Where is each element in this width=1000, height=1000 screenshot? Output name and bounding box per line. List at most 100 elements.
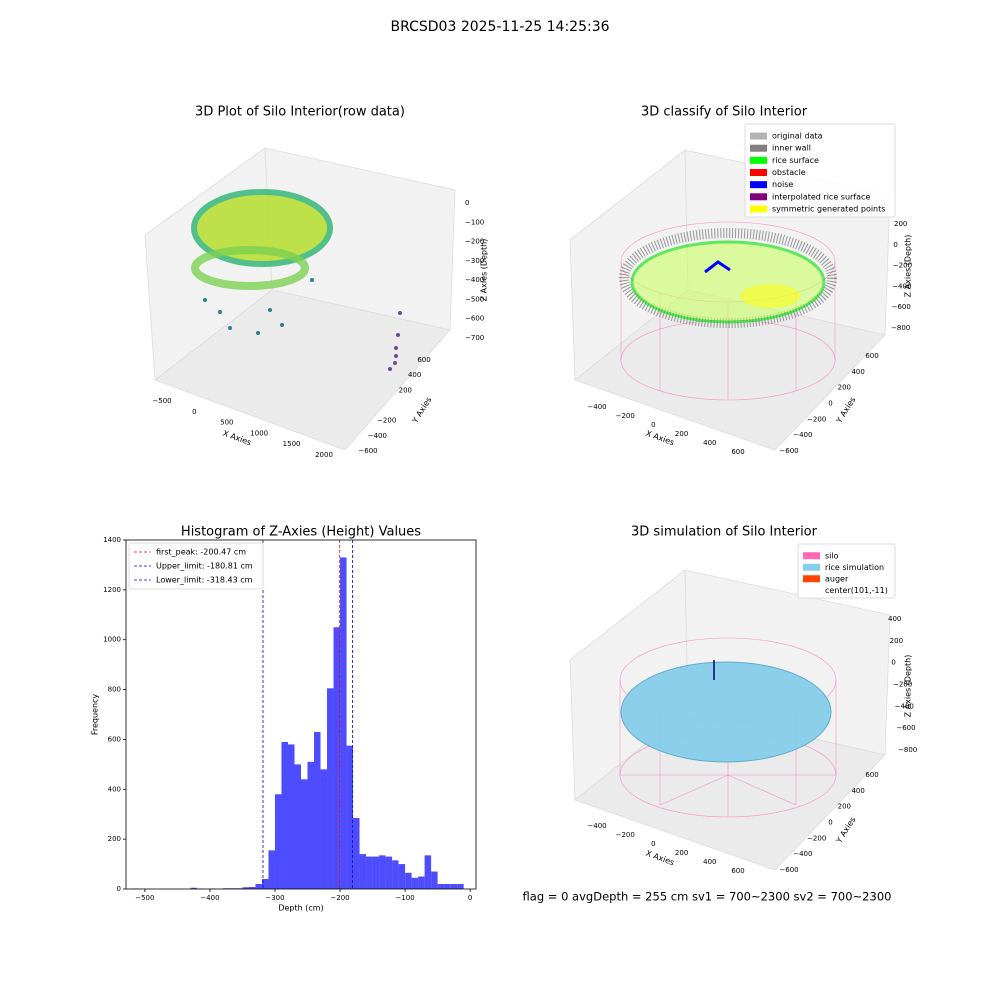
y-tick-label: 200 bbox=[838, 803, 851, 811]
z-tick-label: 200 bbox=[890, 637, 903, 645]
z-tick-label: −800 bbox=[898, 746, 917, 754]
histogram-bar bbox=[437, 884, 445, 889]
histogram-bar bbox=[372, 856, 380, 889]
legend-label: Upper_limit: -180.81 cm bbox=[156, 562, 253, 571]
x-tick-label: 0 bbox=[192, 408, 196, 416]
legend-swatch bbox=[750, 132, 767, 140]
z-tick-label: 0 bbox=[893, 241, 897, 249]
y-tick-label: 600 bbox=[865, 352, 878, 360]
x-tick-label: 400 bbox=[703, 858, 716, 866]
y-tick-label: 200 bbox=[108, 835, 121, 843]
legend-swatch bbox=[750, 205, 767, 213]
x-axis-label: Depth (cm) bbox=[278, 904, 323, 913]
histogram-bar bbox=[431, 871, 438, 889]
plot-frame bbox=[125, 539, 477, 890]
histogram-bar bbox=[268, 850, 275, 889]
y-tick-label: 200 bbox=[399, 386, 412, 394]
x-tick-label: −400 bbox=[587, 403, 606, 411]
y-tick-label: 400 bbox=[108, 785, 121, 793]
pane bbox=[154, 289, 451, 451]
generated-points bbox=[740, 284, 800, 308]
z-axis-label: Z Axies (Depth) bbox=[904, 655, 913, 718]
x-tick-label: −500 bbox=[152, 397, 171, 405]
y-tick-label: 0 bbox=[828, 400, 832, 408]
histogram-bar bbox=[405, 872, 412, 889]
legend-label: Lower_limit: -318.43 cm bbox=[156, 576, 253, 585]
x-tick-label: 1000 bbox=[250, 429, 268, 437]
legend-swatch bbox=[750, 169, 767, 176]
legend-label: interpolated rice surface bbox=[772, 192, 870, 201]
legend-label: auger bbox=[825, 574, 849, 583]
legend-label: silo bbox=[825, 551, 839, 560]
z-tick-label: −400 bbox=[892, 282, 911, 290]
z-tick-label: −200 bbox=[465, 238, 484, 246]
z-tick-label: −700 bbox=[465, 334, 484, 342]
x-tick-label: 200 bbox=[675, 849, 688, 857]
z-tick-label: 200 bbox=[894, 220, 907, 228]
y-tick-label: 0 bbox=[117, 885, 121, 893]
y-tick-label: 1000 bbox=[103, 636, 121, 644]
scatter-points bbox=[203, 278, 314, 335]
x-tick-label: −200 bbox=[330, 894, 349, 902]
y-tick-label: 800 bbox=[108, 686, 121, 694]
histogram-bar bbox=[248, 887, 256, 889]
z-tick-label: −100 bbox=[465, 218, 484, 226]
panel-title: 3D classify of Silo Interior bbox=[641, 105, 808, 120]
histogram-bar bbox=[457, 884, 464, 889]
x-tick-label: 400 bbox=[703, 439, 716, 447]
panel-title: 3D simulation of Silo Interior bbox=[631, 525, 818, 540]
legend-box bbox=[128, 542, 264, 590]
x-tick-label: 500 bbox=[220, 419, 233, 427]
legend-swatch bbox=[803, 575, 820, 583]
z-axis-label: Z Axies (Depth) bbox=[480, 239, 489, 302]
y-tick-label: −400 bbox=[793, 431, 812, 439]
figure-title: BRCSD03 2025-11-25 14:25:36 bbox=[390, 19, 609, 35]
rice-surface bbox=[630, 240, 826, 324]
y-tick-label: 600 bbox=[417, 356, 430, 364]
y-tick-label: 600 bbox=[865, 771, 878, 779]
status-text: flag = 0 avgDepth = 255 cm sv1 = 700~230… bbox=[523, 890, 892, 904]
y-tick-label: 400 bbox=[408, 371, 421, 379]
histogram-bar bbox=[366, 856, 373, 889]
histogram-bar bbox=[346, 745, 354, 889]
point-cloud bbox=[191, 189, 333, 267]
z-tick-label: −600 bbox=[892, 303, 911, 311]
inner-wall bbox=[619, 228, 837, 328]
y-tick-label: 1400 bbox=[103, 536, 121, 544]
histogram-bar bbox=[333, 627, 341, 889]
histogram-bar bbox=[307, 761, 315, 889]
y-axis-label: Frequency bbox=[91, 694, 100, 736]
z-tick-label: 0 bbox=[891, 659, 895, 667]
y-tick-label: −200 bbox=[377, 417, 396, 425]
histogram-bar bbox=[444, 884, 451, 889]
histogram-bar bbox=[340, 557, 347, 889]
z-tick-label: 400 bbox=[888, 615, 901, 623]
legend-swatch bbox=[803, 552, 820, 560]
y-tick-label: 0 bbox=[828, 819, 832, 827]
x-tick-label: −100 bbox=[395, 894, 414, 902]
scatter-points bbox=[388, 311, 402, 371]
histogram-bar bbox=[450, 884, 458, 889]
histogram-bar bbox=[385, 856, 393, 889]
histogram-bar bbox=[353, 817, 360, 889]
histogram-bar bbox=[424, 855, 432, 889]
x-tick-label: 0 bbox=[651, 840, 655, 848]
legend-label: center(101,-11) bbox=[825, 586, 888, 595]
histogram-bar bbox=[281, 741, 288, 889]
y-tick-label: −400 bbox=[793, 850, 812, 858]
legend-swatch bbox=[750, 144, 767, 152]
z-tick-label: −600 bbox=[896, 724, 915, 732]
legend-label: rice simulation bbox=[825, 563, 884, 572]
legend-swatch bbox=[803, 563, 820, 571]
z-tick-label: −600 bbox=[465, 315, 484, 323]
z-axis-label: Z Axies (Depth) bbox=[904, 235, 913, 298]
legend-swatch bbox=[750, 156, 767, 164]
legend-label: first_peak: -200.47 cm bbox=[156, 548, 246, 557]
panel-title: Histogram of Z-Axies (Height) Values bbox=[181, 525, 421, 540]
z-tick-label: −500 bbox=[465, 295, 484, 303]
histogram-bar bbox=[314, 731, 321, 889]
y-tick-label: 200 bbox=[838, 384, 851, 392]
histogram-bar bbox=[190, 887, 197, 889]
panel-3d-simulation bbox=[569, 569, 891, 871]
y-tick-label: 1200 bbox=[103, 586, 121, 594]
